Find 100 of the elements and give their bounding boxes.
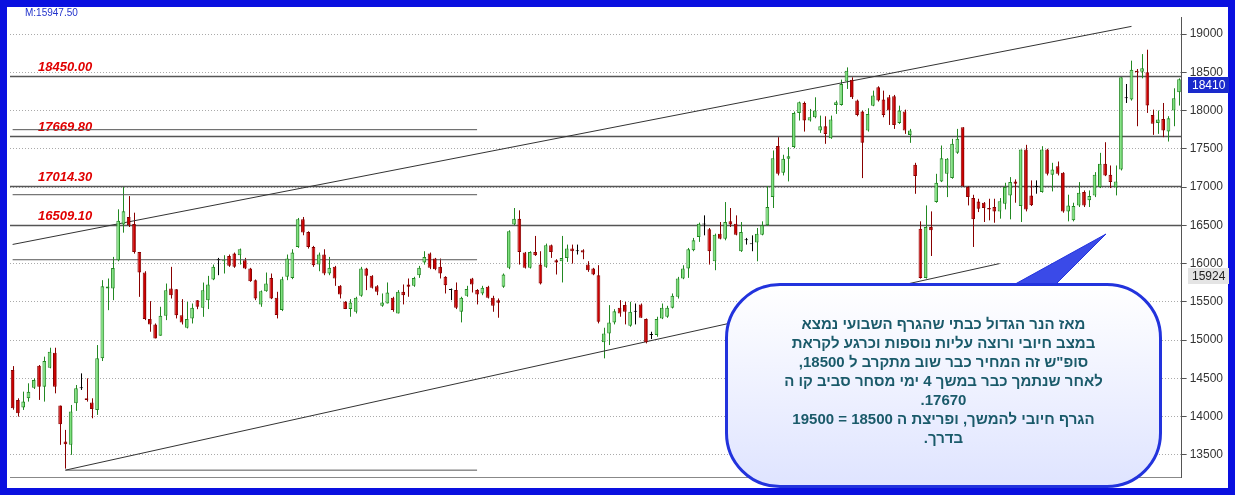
candlestick (16, 397, 20, 418)
annotation: מאז הנר הגדול כבתי שהגרף השבועי נמצא במצב חיובי ורוצה עליות נוספות וכרגע לקראת סופ"ש זה המחיר כבר שוב מתקרב ל 18500, לאחר שנתמך כבר במשך 4 ימי מסחר סביב קו ה 17670. (783, 314, 1104, 409)
candlestick (707, 227, 712, 266)
candlestick (686, 247, 691, 279)
candlestick (1103, 141, 1107, 177)
candlestick (644, 317, 648, 344)
candlestick (21, 391, 26, 411)
candlestick (696, 222, 701, 243)
candlestick (1076, 181, 1081, 208)
candlestick (285, 254, 289, 281)
candlestick (42, 356, 47, 403)
candlestick (206, 275, 210, 310)
y-tick-label: 16000 (1189, 255, 1224, 270)
candlestick (533, 235, 537, 257)
candlestick (607, 304, 611, 346)
candlestick (190, 303, 194, 324)
candlestick (966, 185, 970, 206)
ref-line-label: 16509.10 (38, 207, 93, 223)
candlestick (137, 251, 142, 298)
candlestick (623, 301, 627, 325)
candlestick (1066, 194, 1071, 222)
candlestick (327, 256, 332, 276)
candlestick (406, 277, 411, 298)
candlestick (601, 327, 606, 359)
y-tick-label: 17500 (1189, 141, 1224, 156)
candlestick (739, 221, 743, 253)
candlestick (184, 301, 189, 329)
candlestick (126, 195, 131, 228)
candlestick (628, 301, 632, 328)
ref-line-label: 17014.30 (38, 168, 93, 184)
candlestick (754, 227, 759, 262)
candlestick (992, 198, 997, 224)
text: 18410 (1188, 77, 1230, 93)
candlestick (1050, 162, 1055, 192)
y-tick-label: 15500 (1189, 294, 1224, 309)
candlestick (802, 101, 807, 133)
candlestick (264, 272, 268, 293)
candlestick (929, 210, 933, 257)
candlestick (1113, 164, 1118, 196)
candlestick (1029, 179, 1034, 207)
candlestick (765, 185, 770, 227)
candlestick (849, 76, 854, 100)
candlestick (728, 207, 733, 228)
candlestick (322, 248, 326, 276)
candlestick (1171, 87, 1176, 127)
candlestick (886, 94, 891, 126)
candlestick (364, 267, 369, 291)
candlestick (37, 364, 41, 401)
candlestick (828, 115, 833, 140)
candlestick (454, 281, 458, 310)
candlestick (781, 154, 786, 176)
candlestick (459, 296, 464, 323)
candlestick (58, 405, 62, 446)
candlestick (301, 216, 305, 236)
candlestick (1045, 148, 1049, 176)
candlestick (981, 201, 986, 223)
candlestick (944, 157, 949, 198)
candlestick (496, 297, 501, 319)
candlestick (839, 79, 844, 107)
candlestick (1156, 110, 1160, 135)
annotation: הגרף חיובי להמשך, ופריצת ה 18500 = 19500 בדרך. (791, 409, 1096, 447)
candlestick (786, 146, 791, 182)
candlestick (401, 283, 406, 305)
candlestick (1161, 102, 1166, 138)
candlestick (111, 256, 115, 301)
candlestick (1008, 176, 1012, 220)
candlestick (438, 258, 442, 279)
y-tick-label: 18000 (1189, 102, 1224, 117)
candlestick (174, 288, 179, 319)
candlestick (971, 194, 976, 248)
candlestick (269, 273, 274, 300)
y-tick-label: 19000 (1189, 26, 1224, 41)
y-tick-label: 14000 (1189, 408, 1224, 423)
candlestick (148, 300, 152, 333)
candlestick (543, 243, 548, 269)
y-tick-label: 17000 (1189, 179, 1224, 194)
candlestick (1177, 77, 1181, 107)
candlestick (169, 266, 173, 300)
y-tick-label: 18500 (1189, 64, 1224, 79)
ref-line-label: 18450.00 (38, 58, 93, 74)
text: 15924 (1188, 268, 1230, 284)
candlestick (812, 96, 817, 119)
candlestick (934, 173, 939, 204)
candlestick (955, 128, 960, 155)
candlestick (1002, 182, 1007, 210)
candlestick (74, 384, 78, 412)
candlestick (897, 105, 902, 125)
candlestick (1140, 53, 1144, 79)
candlestick (163, 283, 168, 321)
candlestick (913, 162, 917, 195)
y-tick-label: 15000 (1189, 332, 1224, 347)
candlestick (316, 252, 321, 272)
candlestick (1097, 152, 1102, 189)
y-tick-label: 13500 (1189, 447, 1224, 462)
candlestick (1013, 178, 1018, 204)
y-tick-label: 14500 (1189, 370, 1224, 385)
candlestick (89, 397, 94, 419)
candlestick (723, 201, 727, 241)
y-tick-label: 16500 (1189, 217, 1224, 232)
annotation: M:15947.50 (25, 6, 79, 18)
